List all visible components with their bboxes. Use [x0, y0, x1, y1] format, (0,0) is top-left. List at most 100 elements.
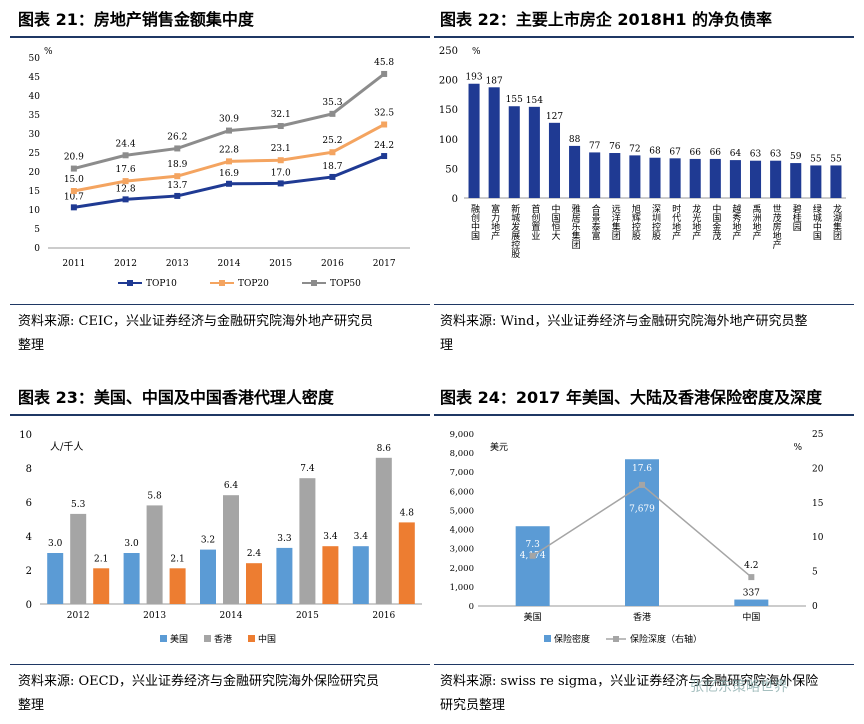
- chart21-data-label: 17.6: [116, 165, 136, 175]
- chart22-bar: [528, 106, 540, 198]
- chart22-x-tick-label: 时代地产: [670, 203, 681, 241]
- chart23-x-tick-label: 2012: [67, 611, 90, 621]
- chart23-legend-label: 美国: [170, 633, 188, 645]
- chart22-source-line1: 资料来源: Wind，兴业证券经济与金融研究院海外地产研究员整: [440, 314, 808, 329]
- chart24-bar: [625, 459, 659, 606]
- chart23-source-line2: 整理: [18, 698, 45, 713]
- chart22-y-tick-label: 200: [439, 76, 458, 87]
- chart21-x-tick-label: 2015: [269, 259, 292, 269]
- chart22-x-tick-label: 中国恒大: [549, 203, 560, 241]
- chart22-x-tick-label: 绿城中国: [811, 203, 822, 241]
- chart24-depth-point: [748, 574, 755, 581]
- chart22-unit-label: %: [472, 47, 481, 57]
- watermark-text: 张忆东策略世界: [690, 679, 788, 695]
- chart24-combo-chart: 美元 % 0 1,000 2,000 3,000 4,000 5,000 6,000 7,000 8…: [450, 430, 824, 645]
- chart22-data-label: 68: [649, 147, 661, 157]
- chart21-point: [122, 196, 129, 203]
- chart21-data-label: 18.7: [322, 162, 342, 172]
- chart24-depth-label: 17.6: [632, 464, 652, 474]
- chart21-data-label: 10.7: [64, 192, 84, 202]
- chart21-point: [70, 188, 77, 194]
- chart22-bar: [729, 160, 741, 198]
- chart21-source-line1: 资料来源: CEIC，兴业证券经济与金融研究院海外地产研究员: [18, 314, 374, 329]
- chart23-data-label: 2.1: [170, 554, 184, 564]
- chart21-point: [174, 192, 181, 199]
- chart21-data-label: 18.9: [167, 160, 187, 170]
- chart23-data-label: 8.6: [377, 444, 392, 454]
- chart21-data-label: 24.4: [116, 139, 136, 149]
- chart23-legend-label: 香港: [214, 633, 232, 645]
- chart23-unit-label: 人/千人: [50, 441, 83, 453]
- chart24-title-rule: [434, 414, 854, 416]
- chart24-left-tick-label: 9,000: [450, 430, 474, 440]
- chart22-bar: [830, 165, 842, 198]
- chart23-bar-0: [123, 553, 140, 604]
- chart23-data-label: 3.0: [48, 539, 63, 549]
- chart21-y-tick-label: 40: [29, 92, 41, 102]
- chart24-right-tick-label: 0: [812, 602, 818, 612]
- chart23-bar-0: [276, 547, 293, 604]
- chart24-left-unit-label: 美元: [490, 441, 508, 453]
- chart24-left-tick-label: 7,000: [450, 468, 474, 478]
- chart23-data-label: 2.1: [94, 554, 108, 564]
- chart23-data-label: 5.3: [71, 500, 86, 510]
- chart23-legend-swatch: [248, 635, 255, 642]
- chart21-data-label: 26.2: [167, 132, 187, 142]
- chart21-point: [226, 127, 232, 134]
- chart22-data-label: 59: [790, 152, 802, 162]
- chart22-bar: [548, 122, 561, 198]
- chart24-source-rule: [434, 664, 854, 665]
- chart21-y-tick-label: 20: [29, 168, 41, 178]
- chart21-data-label: 12.8: [116, 184, 136, 194]
- chart21-data-label: 35.3: [322, 98, 342, 108]
- chart21-data-label: 32.5: [374, 109, 394, 119]
- chart22-data-label: 67: [669, 147, 681, 157]
- chart22-bar: [609, 153, 621, 198]
- chart23-bar-chart: 人/千人 0 2 4 6 8 10 3.0 5.3 2.1 2012 3.0 5.8 2.1 2013 3.2…: [19, 430, 422, 645]
- chart22-x-tick-label: 龙光地产: [690, 203, 701, 241]
- chart21-data-label: 30.9: [219, 115, 239, 125]
- chart24-left-tick-label: 1,000: [450, 583, 474, 593]
- chart24-right-tick-label: 10: [812, 533, 824, 543]
- chart22-data-label: 72: [629, 144, 640, 154]
- chart23-legend-swatch: [160, 635, 167, 642]
- chart22-x-tick-label: 旭辉控股: [630, 203, 641, 241]
- chart23-y-tick-label: 10: [19, 430, 32, 441]
- chart23-source-rule: [10, 664, 430, 665]
- chart21-point: [277, 157, 284, 164]
- chart22-x-tick-label: 越秀地产: [730, 203, 741, 241]
- chart21-point: [329, 149, 336, 156]
- chart21-source-rule: [10, 304, 430, 305]
- chart23-bar-1: [223, 495, 239, 604]
- chart21-y-tick-label: 35: [29, 111, 41, 121]
- chart22-data-label: 76: [609, 142, 621, 152]
- chart24-left-tick-label: 8,000: [450, 449, 474, 459]
- chart21-source-line2: 整理: [18, 338, 45, 353]
- chart21-point: [174, 145, 181, 152]
- chart22-x-tick-label: 雅居乐集团: [570, 203, 581, 250]
- chart24-left-tick-label: 0: [469, 602, 474, 612]
- chart22-x-tick-label: 融创中国: [469, 204, 480, 241]
- chart23-y-tick-label: 4: [26, 532, 32, 543]
- chart23-bar-1: [375, 457, 392, 604]
- chart22-bar: [770, 160, 782, 198]
- chart21-legend-label: TOP50: [330, 279, 361, 289]
- chart24-legend-swatch-density: [544, 635, 551, 642]
- chart22-data-label: 66: [689, 148, 701, 158]
- chart21-point: [174, 173, 181, 180]
- chart21-data-label: 13.7: [167, 181, 187, 191]
- chart22-bar: [629, 155, 641, 198]
- chart21-data-label: 25.2: [322, 136, 342, 146]
- chart22-y-tick-label: 0: [452, 194, 458, 205]
- chart21-point: [381, 153, 388, 160]
- chart21-source: 资料来源: CEIC，兴业证券经济与金融研究院海外地产研究员 整理: [18, 310, 373, 358]
- chart23-data-label: 4.8: [400, 508, 415, 518]
- chart21-legend-marker: [311, 280, 317, 286]
- chart22-data-label: 88: [569, 135, 581, 145]
- chart21-x-tick-label: 2014: [218, 259, 241, 269]
- chart23-y-tick-label: 2: [26, 566, 32, 577]
- chart21-point: [122, 178, 129, 185]
- chart22-bar: [810, 165, 822, 198]
- chart22-y-tick-label: 250: [439, 46, 458, 57]
- chart23-y-tick-label: 6: [26, 498, 32, 509]
